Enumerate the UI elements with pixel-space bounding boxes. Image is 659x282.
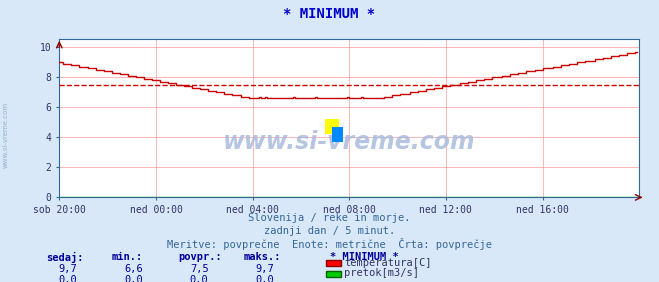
Bar: [325, 119, 339, 134]
Text: * MINIMUM *: * MINIMUM *: [330, 252, 398, 261]
Text: maks.:: maks.:: [244, 252, 281, 261]
Text: 9,7: 9,7: [256, 264, 274, 274]
Text: 9,7: 9,7: [58, 264, 76, 274]
Text: 0,0: 0,0: [256, 275, 274, 282]
Text: 0,0: 0,0: [124, 275, 142, 282]
Text: 6,6: 6,6: [124, 264, 142, 274]
Text: * MINIMUM *: * MINIMUM *: [283, 7, 376, 21]
Text: www.si-vreme.com: www.si-vreme.com: [223, 130, 476, 154]
Text: 0,0: 0,0: [58, 275, 76, 282]
Text: www.si-vreme.com: www.si-vreme.com: [2, 102, 9, 168]
Text: zadnji dan / 5 minut.: zadnji dan / 5 minut.: [264, 226, 395, 235]
Text: povpr.:: povpr.:: [178, 252, 221, 261]
Text: pretok[m3/s]: pretok[m3/s]: [344, 268, 419, 278]
Bar: [332, 127, 343, 142]
Text: 0,0: 0,0: [190, 275, 208, 282]
Text: min.:: min.:: [112, 252, 143, 261]
Text: sedaj:: sedaj:: [46, 252, 84, 263]
Text: Slovenija / reke in morje.: Slovenija / reke in morje.: [248, 213, 411, 223]
Text: 7,5: 7,5: [190, 264, 208, 274]
Text: Meritve: povprečne  Enote: metrične  Črta: povprečje: Meritve: povprečne Enote: metrične Črta:…: [167, 238, 492, 250]
Text: temperatura[C]: temperatura[C]: [344, 258, 432, 268]
